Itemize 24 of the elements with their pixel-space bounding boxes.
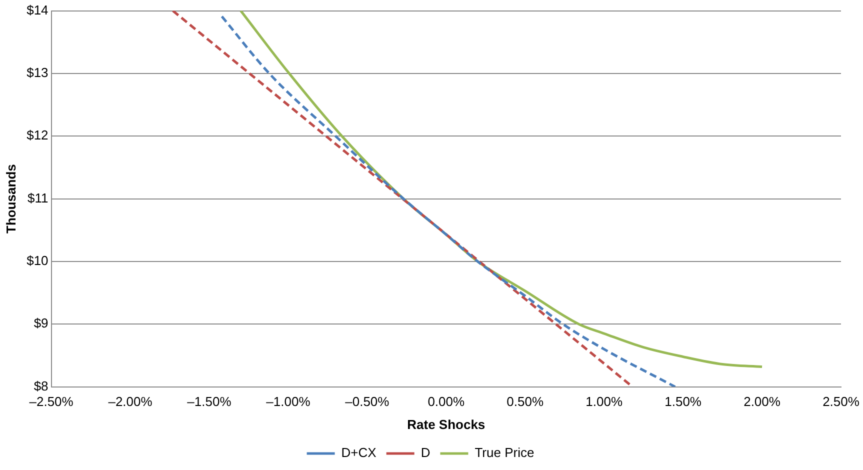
x-tick-label: 2.50%	[822, 394, 860, 410]
y-tick-label: $12	[26, 128, 48, 143]
x-tick-label: 1.50%	[664, 394, 702, 410]
x-tick-label: 0.50%	[506, 394, 544, 410]
y-tick-label: $13	[26, 65, 48, 80]
x-tick-label: 1.00%	[586, 394, 623, 410]
x-tick-label: –1.50%	[187, 394, 232, 410]
x-tick-label: 0.00%	[428, 394, 466, 410]
x-axis-title: Rate Shocks	[407, 416, 486, 432]
y-axis-title: Thousands	[3, 164, 18, 234]
x-tick-label: –0.50%	[345, 394, 390, 410]
y-tick-label: $11	[28, 190, 48, 206]
y-tick-label: $14	[26, 2, 48, 18]
legend-label: D+CX	[341, 445, 377, 460]
y-tick-label: $10	[26, 253, 48, 268]
legend-label: True Price	[474, 445, 534, 460]
x-tick-label: –1.00%	[266, 394, 311, 410]
y-tick-label: $8	[34, 378, 48, 394]
x-tick-label: 2.00%	[744, 394, 781, 410]
y-tick-label: $9	[34, 316, 48, 331]
line-series	[220, 15, 676, 387]
x-tick-label: –2.00%	[108, 394, 153, 410]
legend-label: D	[420, 445, 430, 460]
x-tick-label: –2.50%	[29, 394, 74, 410]
